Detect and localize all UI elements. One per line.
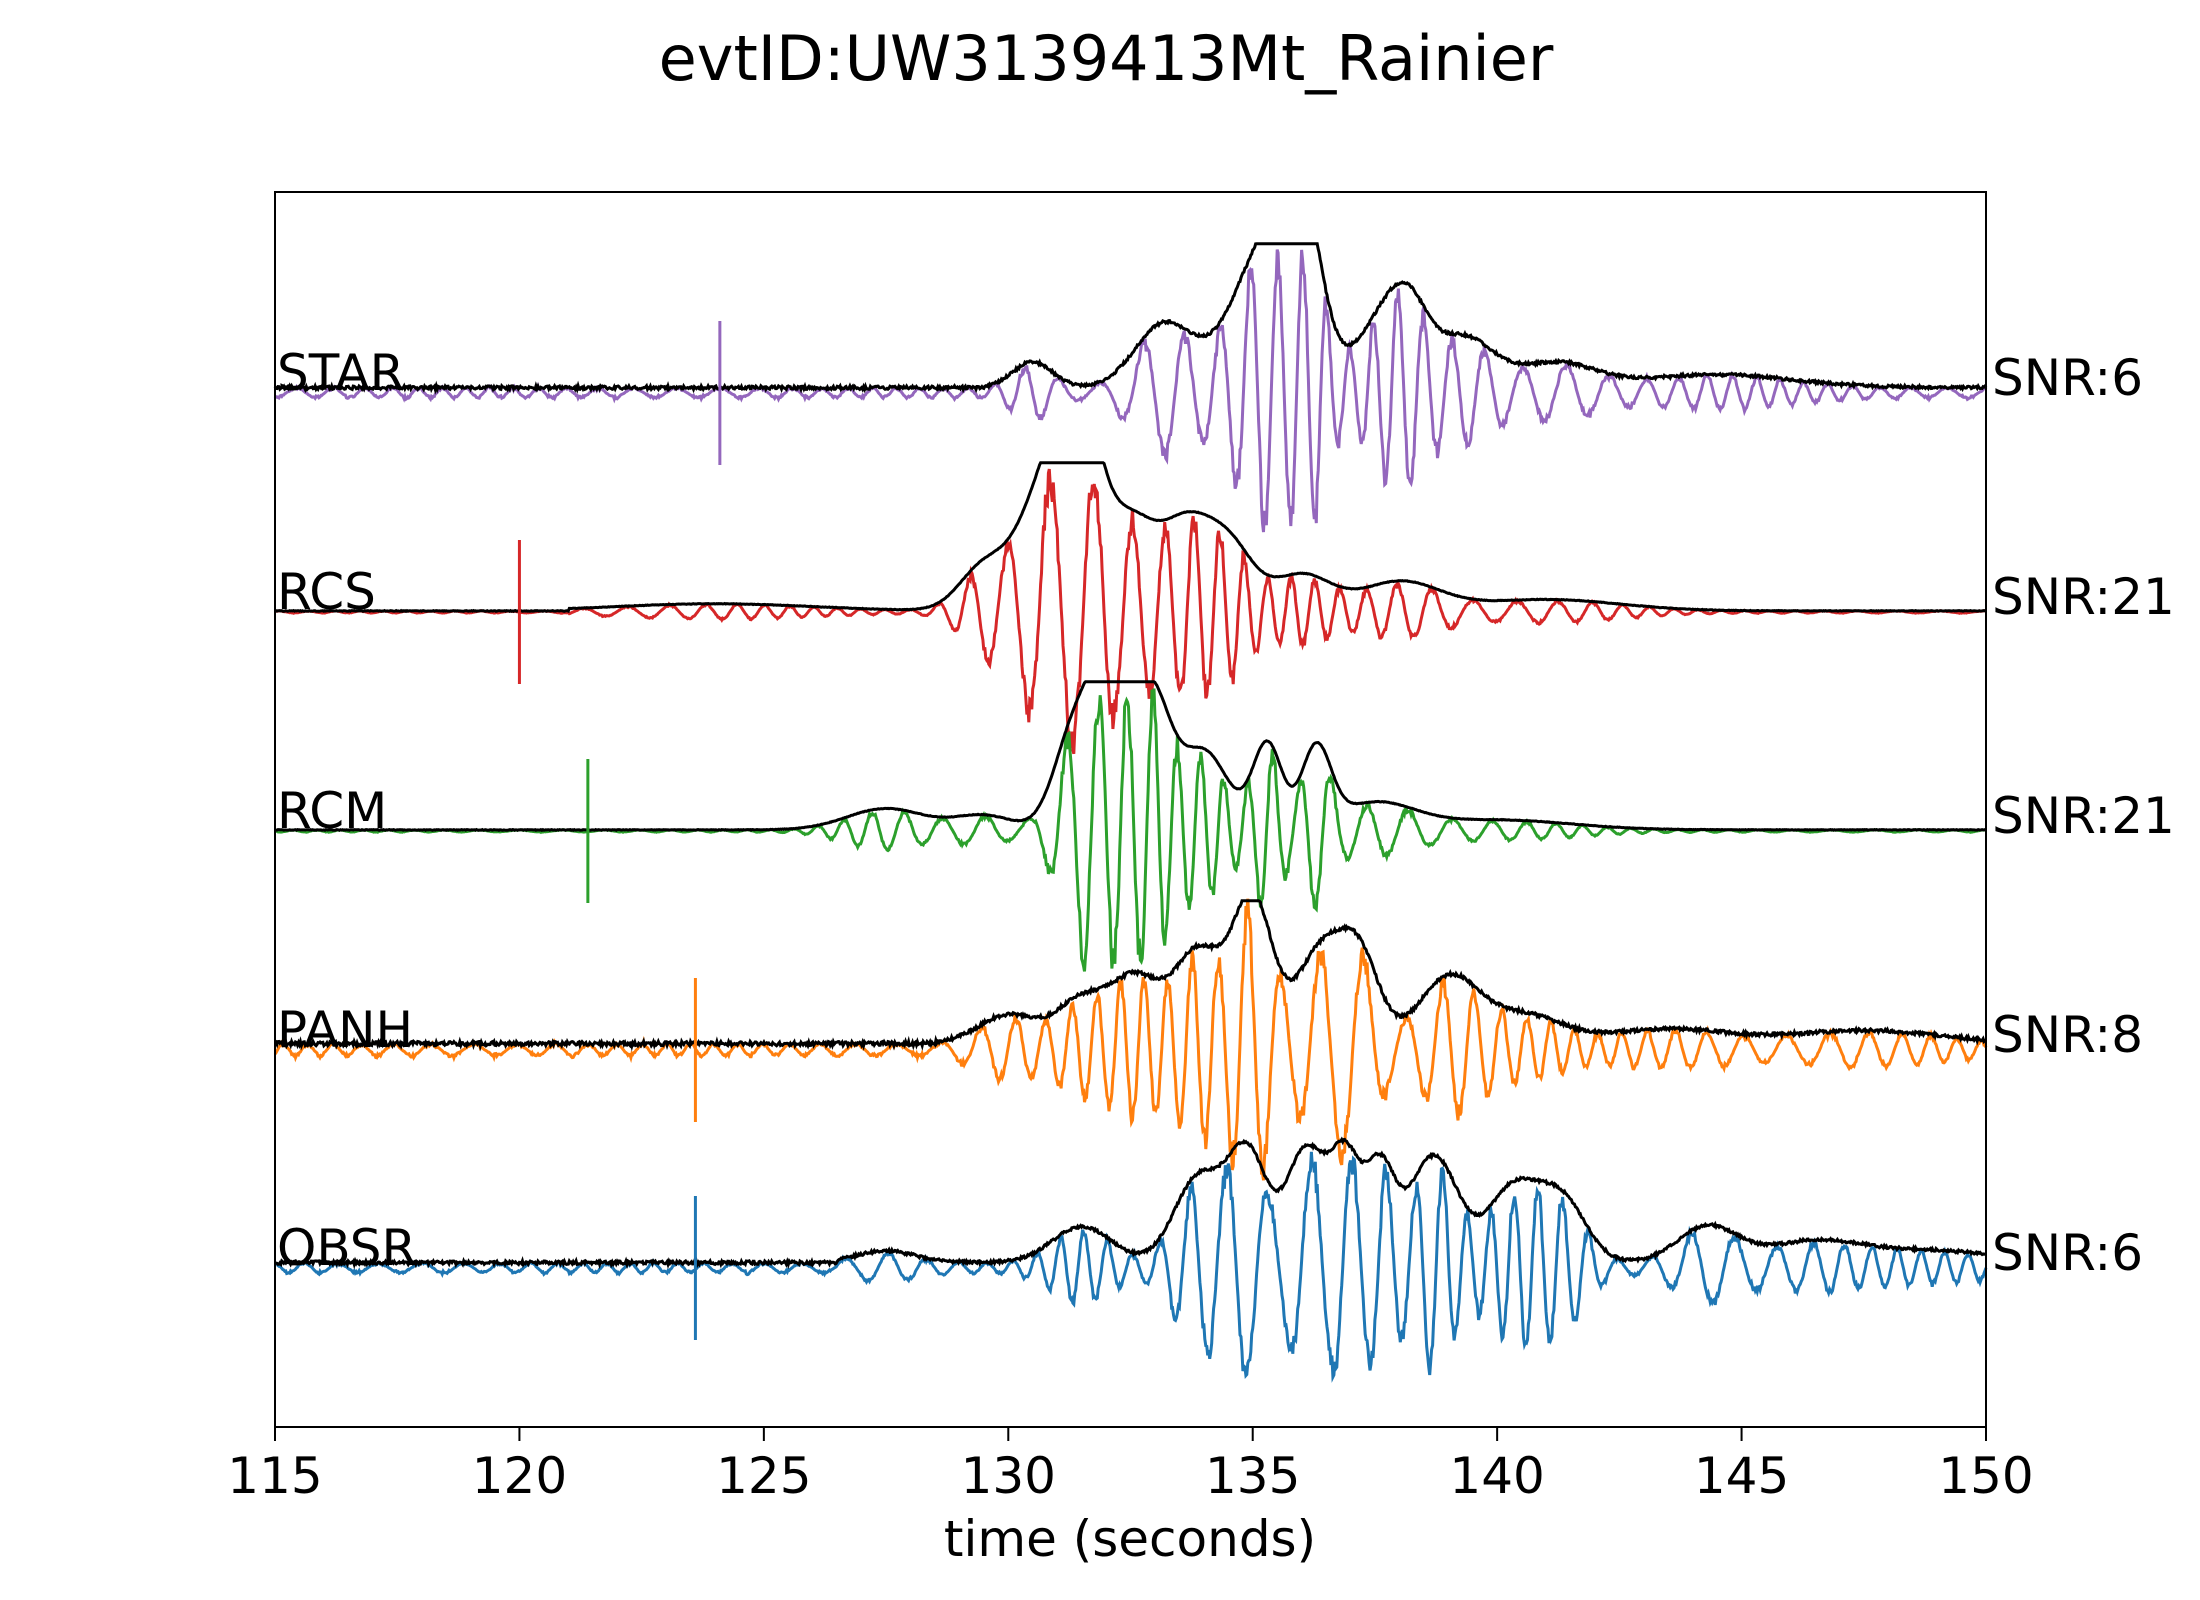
x-tick-label: 145 <box>1694 1447 1789 1505</box>
x-tick-label: 125 <box>716 1447 811 1505</box>
trace-star <box>273 249 1988 533</box>
snr-label-panh: SNR:8 <box>1992 1006 2143 1064</box>
plot-frame <box>274 191 1987 1428</box>
station-label-rcm: RCM <box>277 782 387 840</box>
envelope-rcm <box>274 680 1987 833</box>
envelope-panh <box>273 899 1987 1052</box>
traces-group <box>273 242 1988 1383</box>
trace-panh <box>273 898 1988 1181</box>
station-label-panh: PANH <box>277 1001 413 1059</box>
chart-title: evtID:UW3139413Mt_Rainier <box>659 22 1554 95</box>
envelope-obsr <box>274 1136 1986 1270</box>
station-label-star: STAR <box>277 344 404 402</box>
x-axis: 115 120 125 130 135 140 145 150 <box>227 1427 2034 1505</box>
envelope-rcs <box>274 461 1987 614</box>
station-label-obsr: OBSR <box>277 1219 416 1277</box>
x-tick-label: 140 <box>1449 1447 1544 1505</box>
station-labels-group: STAR SNR:6 RCS SNR:21 RCM SNR:21 PANH SNR:8 OBSR… <box>277 344 2175 1282</box>
x-tick-label: 115 <box>227 1447 322 1505</box>
x-axis-label: time (seconds) <box>944 1510 1316 1568</box>
envelope-star <box>273 242 1988 395</box>
snr-label-star: SNR:6 <box>1992 349 2143 407</box>
station-label-rcs: RCS <box>277 563 376 621</box>
snr-label-rcm: SNR:21 <box>1992 787 2175 845</box>
trace-obsr <box>274 1151 1988 1383</box>
x-tick-label: 130 <box>961 1447 1056 1505</box>
x-tick-label: 150 <box>1938 1447 2033 1505</box>
snr-label-obsr: SNR:6 <box>1992 1224 2143 1282</box>
x-tick-label: 135 <box>1205 1447 1300 1505</box>
snr-label-rcs: SNR:21 <box>1992 568 2175 626</box>
x-tick-label: 120 <box>472 1447 567 1505</box>
